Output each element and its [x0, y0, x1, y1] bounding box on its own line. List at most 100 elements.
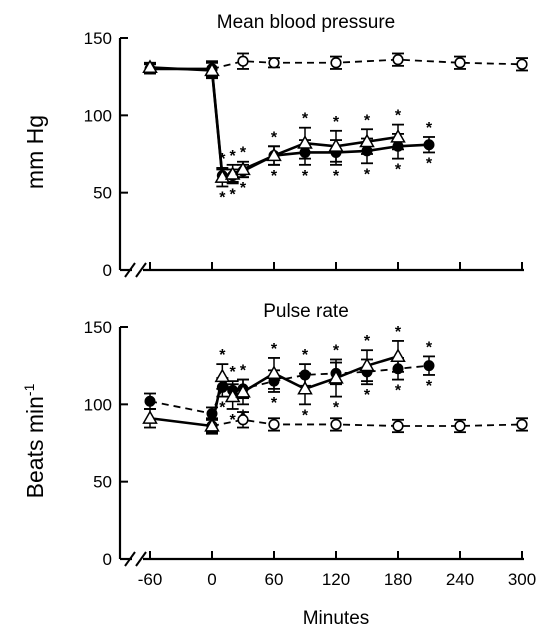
series-line — [149, 364, 430, 415]
data-point — [142, 59, 158, 74]
significance-star: * — [240, 363, 247, 380]
series-line — [211, 58, 523, 70]
data-point — [516, 418, 528, 431]
y-tick-label: 150 — [84, 29, 112, 48]
data-point — [235, 161, 251, 176]
data-point — [204, 417, 220, 432]
significance-star: * — [426, 378, 433, 395]
significance-star: * — [230, 186, 237, 203]
data-point — [235, 383, 251, 398]
significance-star: * — [333, 168, 340, 185]
significance-star: * — [426, 155, 433, 172]
significance-star: * — [333, 342, 340, 359]
y-tick-label: 50 — [93, 184, 112, 203]
series-line — [150, 67, 430, 177]
y-tick-label: 150 — [84, 318, 112, 337]
pulse-rate-y-label-superscript: -1 — [21, 383, 37, 396]
data-point — [266, 365, 282, 380]
blood-pressure-panel: Mean blood pressure mm Hg 050100150*****… — [22, 12, 528, 280]
significance-star: * — [302, 407, 309, 424]
significance-star: * — [271, 395, 278, 412]
axis-break-mark — [135, 551, 147, 567]
data-point — [328, 370, 344, 384]
data-point — [423, 139, 435, 151]
series-0 — [206, 52, 528, 78]
x-tick-label: 180 — [384, 570, 412, 589]
series-line — [211, 418, 523, 427]
data-point — [237, 55, 249, 67]
significance-star: * — [395, 162, 402, 179]
significance-star: * — [426, 339, 433, 356]
significance-star: * — [395, 108, 402, 125]
significance-star: * — [219, 189, 226, 206]
series-line — [149, 355, 399, 428]
significance-star: * — [302, 168, 309, 185]
significance-star: * — [333, 400, 340, 417]
x-tick-label: 120 — [322, 570, 350, 589]
significance-star: * — [271, 129, 278, 146]
significance-star: * — [219, 347, 226, 364]
significance-star: * — [230, 148, 237, 165]
data-point — [359, 133, 375, 148]
data-point — [224, 166, 241, 180]
data-point — [268, 418, 280, 431]
data-point — [454, 420, 466, 432]
series-line — [149, 66, 399, 179]
data-point — [297, 135, 313, 149]
significance-star: * — [364, 387, 371, 404]
data-point — [330, 57, 342, 69]
significance-star: * — [395, 383, 402, 400]
data-point — [142, 410, 158, 424]
series-2 — [142, 59, 406, 188]
data-point — [328, 138, 344, 152]
significance-star: * — [364, 166, 371, 183]
data-point — [392, 420, 404, 432]
significance-star: * — [240, 180, 247, 197]
significance-star: * — [426, 120, 433, 137]
data-point — [330, 418, 342, 431]
x-tick-label: 300 — [508, 570, 536, 589]
significance-star: * — [230, 364, 237, 381]
blood-pressure-title: Mean blood pressure — [217, 12, 396, 33]
axis-break-mark — [135, 262, 147, 278]
x-axis-label: Minutes — [303, 608, 370, 629]
x-tick-label: 0 — [207, 570, 216, 589]
blood-pressure-y-label: mm Hg — [22, 115, 48, 189]
y-tick-label: 100 — [84, 106, 112, 125]
data-point — [390, 128, 406, 143]
series-1 — [144, 61, 435, 183]
pulse-rate-title: Pulse rate — [263, 301, 349, 322]
significance-star: * — [240, 407, 247, 424]
pulse-rate-y-label-text: Beats min — [22, 396, 48, 498]
series-2 — [142, 340, 406, 435]
y-tick-label: 0 — [103, 261, 112, 280]
data-point — [516, 58, 528, 70]
data-point — [237, 414, 249, 426]
significance-star: * — [219, 400, 226, 417]
data-point — [224, 388, 241, 403]
significance-star: * — [302, 111, 309, 128]
significance-star: * — [364, 112, 371, 129]
significance-star: * — [230, 412, 237, 429]
data-point — [266, 147, 282, 162]
data-point — [359, 357, 375, 372]
data-point — [423, 360, 435, 372]
axis-break-mark — [124, 551, 136, 567]
significance-star: * — [364, 333, 371, 350]
series-1 — [144, 355, 435, 421]
pulse-rate-y-label: Beats min-1 — [21, 383, 48, 498]
pulse-rate-panel: Pulse rate Beats min-1 Minutes 0 50 100 150… — [21, 301, 536, 629]
y-tick-label: 50 — [93, 473, 112, 492]
y-tick-label: 100 — [84, 395, 112, 414]
data-point — [204, 62, 220, 77]
significance-star: * — [271, 341, 278, 358]
x-tick-label: 240 — [446, 570, 474, 589]
data-point — [144, 395, 156, 407]
significance-star: * — [302, 347, 309, 364]
data-point — [214, 368, 231, 383]
series-0 — [206, 411, 528, 434]
data-point — [392, 54, 404, 66]
significance-star: * — [240, 145, 247, 162]
x-tick-label: -60 — [138, 570, 163, 589]
